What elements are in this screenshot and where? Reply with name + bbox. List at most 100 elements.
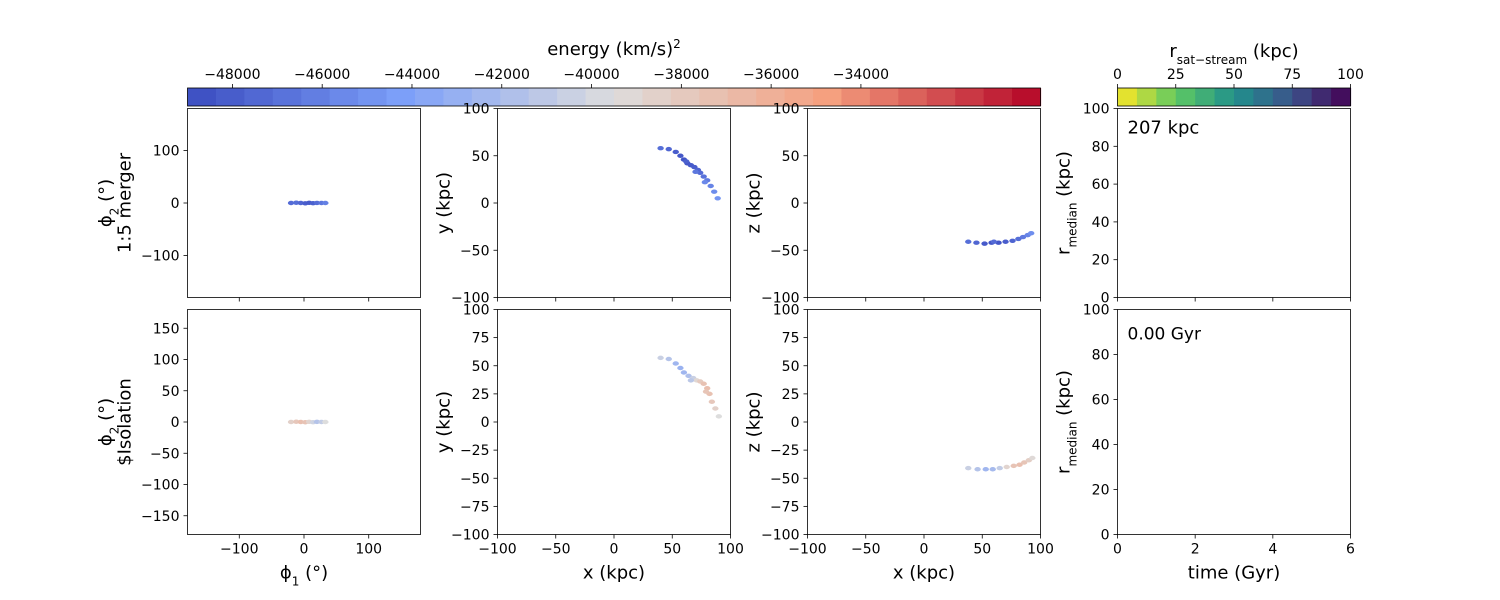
- y-tick-label: −100: [141, 249, 179, 265]
- x-tick-label: −50: [851, 542, 881, 558]
- y-tick-label: 20: [1092, 483, 1110, 499]
- y-tick-label: 50: [472, 359, 490, 375]
- y-tick-label: 100: [1083, 303, 1110, 319]
- energy-colorbar-band: [727, 88, 757, 106]
- y-tick-label: 75: [782, 331, 800, 347]
- axes-frame: [807, 309, 1041, 535]
- y-axis-label: y (kpc): [434, 172, 455, 234]
- stream-point: [1020, 460, 1028, 465]
- rsat-colorbar-tick-label: 25: [1167, 67, 1185, 83]
- y-tick-label: −50: [460, 471, 490, 487]
- y-tick-label: 100: [153, 144, 180, 160]
- axes-frame: [497, 108, 731, 298]
- y-tick-label: 0: [481, 196, 490, 212]
- y-tick-label: −50: [150, 446, 180, 462]
- energy-colorbar-band: [215, 88, 245, 106]
- energy-colorbar-tick-label: −42000: [474, 67, 530, 83]
- stream-point: [704, 386, 711, 391]
- stream-point: [683, 159, 690, 164]
- energy-colorbar-band: [1012, 88, 1042, 106]
- rsat-colorbar-band: [1117, 88, 1138, 106]
- y-tick-label: 50: [782, 359, 800, 375]
- stream-point: [974, 467, 981, 472]
- stream-point: [287, 419, 295, 425]
- stream-point: [1010, 463, 1017, 469]
- stream-point: [665, 356, 672, 362]
- x-tick-label: 2: [1191, 542, 1200, 558]
- stream-point: [657, 145, 664, 151]
- stream-point: [672, 149, 679, 155]
- energy-colorbar-band: [955, 88, 985, 106]
- y-tick-label: 0: [481, 415, 490, 431]
- y-tick-label: 25: [782, 387, 800, 403]
- stream-point: [715, 414, 723, 419]
- stream-point: [996, 465, 1003, 471]
- axes-frame: [807, 108, 1041, 298]
- y-tick-label: −100: [451, 291, 489, 307]
- stream-point: [989, 467, 996, 472]
- row-label: $Isolation: [115, 378, 136, 466]
- energy-colorbar-band: [471, 88, 501, 106]
- axes-frame: [1117, 108, 1351, 298]
- stream-point: [313, 419, 321, 425]
- stream-point: [707, 183, 714, 189]
- panel-r0-c3: 0 20 40 60 80 100 rmedian (kpc) 207 kpc: [1054, 102, 1351, 307]
- energy-colorbar-band: [272, 88, 302, 106]
- x-axis-label: time (Gyr): [1188, 563, 1280, 584]
- panel-r0-c1: −100 −50 0 50 100 y (kpc): [434, 102, 731, 307]
- energy-colorbar-tick-label: −34000: [833, 67, 889, 83]
- stream-point: [712, 406, 719, 411]
- stream-point: [1027, 231, 1035, 236]
- rsat-colorbar: 0 25 50 75 100 rsat−stream (kpc): [1113, 41, 1364, 107]
- x-tick-label: 0: [1113, 542, 1122, 558]
- energy-colorbar-band: [813, 88, 843, 106]
- energy-colorbar-tick-label: −44000: [384, 67, 440, 83]
- panel-r1-c3: 0 20 40 60 80 100 0 2 4 6 rmedian (kpc) time (Gyr) 0…: [1054, 303, 1356, 584]
- y-axis-label: ϕ2 (°): [96, 179, 122, 227]
- panel-r1-c2: −100 −75 −50 −25 0 25 50 75 100 −100 −50 0 50 100 z (k…: [744, 303, 1054, 584]
- stream-point: [1029, 455, 1036, 461]
- energy-colorbar-band: [784, 88, 814, 106]
- stream-point: [714, 196, 721, 201]
- stream-point: [708, 399, 716, 404]
- stream-point: [665, 146, 672, 152]
- panel-annotation: 207 kpc: [1128, 118, 1200, 139]
- stream-point: [1019, 234, 1027, 240]
- stream-point: [701, 180, 709, 185]
- y-axis-label: y (kpc): [434, 391, 455, 453]
- y-tick-label: −25: [460, 443, 490, 459]
- stream-point: [700, 381, 707, 386]
- panel-r0-c0: −100 0 100 ϕ2 (°)1:5 merger: [96, 108, 421, 302]
- x-axis-label: ϕ1 (°): [280, 563, 328, 589]
- y-tick-label: 100: [463, 303, 490, 319]
- y-axis-label: rmedian (kpc): [1054, 151, 1080, 255]
- stream-point: [322, 200, 329, 206]
- panel-r0-c2: −100 −50 0 50 100 z (kpc): [744, 102, 1041, 307]
- energy-colorbar-band: [614, 88, 644, 106]
- stream-point: [1009, 238, 1016, 243]
- panel-r1-c0: −150 −100 −50 0 50 100 150 −100 0 100 ϕ2 (°)$Isola…: [96, 309, 421, 589]
- stream-point: [322, 419, 329, 425]
- y-tick-label: 0: [171, 196, 180, 212]
- stream-point: [685, 373, 692, 379]
- stream-point: [680, 370, 688, 375]
- y-tick-label: 100: [773, 303, 800, 319]
- y-tick-label: −100: [761, 528, 799, 544]
- y-tick-label: 100: [153, 353, 180, 369]
- energy-colorbar-band: [443, 88, 473, 106]
- x-tick-label: 50: [663, 542, 681, 558]
- y-tick-label: 50: [162, 384, 180, 400]
- energy-colorbar-band: [557, 88, 587, 106]
- y-axis-label: ϕ2 (°): [96, 398, 122, 446]
- stream-point: [672, 361, 679, 366]
- x-tick-label: 50: [973, 542, 991, 558]
- stream-point: [1015, 236, 1022, 242]
- stream-point: [287, 200, 295, 206]
- x-axis-label: x (kpc): [893, 563, 955, 584]
- rsat-colorbar-band: [1136, 88, 1157, 106]
- x-tick-label: −100: [220, 542, 258, 558]
- y-axis-label: rmedian (kpc): [1054, 370, 1080, 474]
- energy-colorbar-band: [756, 88, 786, 106]
- energy-colorbar-tick-label: −40000: [563, 67, 619, 83]
